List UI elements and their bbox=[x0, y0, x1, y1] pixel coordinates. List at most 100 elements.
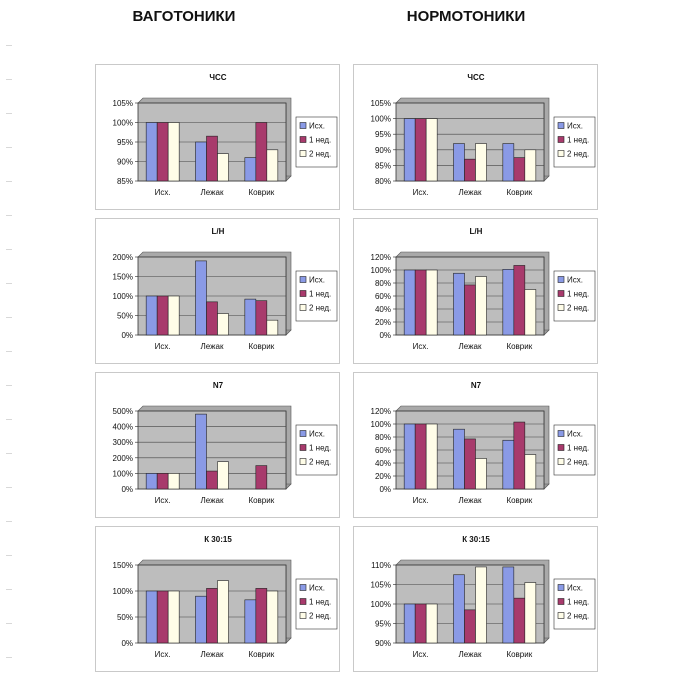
bar bbox=[266, 149, 279, 182]
legend-label: 2 нед. bbox=[309, 612, 331, 621]
legend-label: 2 нед. bbox=[567, 150, 589, 159]
x-tick-label: Коврик bbox=[506, 342, 532, 351]
chart-panel-norm-hr: ЧСС 80% 85% 90% 95% 100% 105% Исх. Лежак Коврик Ис… bbox=[353, 64, 598, 210]
bar bbox=[167, 590, 180, 644]
legend-swatch bbox=[299, 430, 307, 437]
x-tick-label: Коврик bbox=[248, 496, 274, 505]
bar bbox=[475, 458, 487, 490]
y-tick-label: 80% bbox=[375, 279, 391, 288]
bar bbox=[244, 298, 257, 336]
legend-label: Исх. bbox=[567, 122, 583, 131]
y-tick-label: 90% bbox=[375, 639, 391, 648]
y-tick-label: 105% bbox=[113, 99, 133, 108]
legend-label: 1 нед. bbox=[567, 598, 589, 607]
legend-label: 2 нед. bbox=[567, 458, 589, 467]
bar bbox=[524, 454, 537, 490]
bar bbox=[167, 295, 180, 336]
bar bbox=[206, 301, 218, 336]
legend-swatch bbox=[557, 458, 565, 465]
y-tick-label: 100% bbox=[113, 587, 133, 596]
chart-norm-n7: N7 0% 20% 40% 60% 80% 100% 120% Исх. Лежак Коврик И… bbox=[371, 381, 596, 505]
chart-panel-vag-hr: ЧСС 85% 90% 95% 100% 105% Исх. Лежак Коврик Исх. 1… bbox=[95, 64, 340, 210]
bar bbox=[156, 473, 169, 490]
y-tick-label: 300% bbox=[113, 438, 133, 447]
legend-label: 2 нед. bbox=[309, 304, 331, 313]
legend-label: 1 нед. bbox=[309, 136, 331, 145]
x-tick-label: Лежак bbox=[201, 188, 224, 197]
bar bbox=[425, 269, 438, 336]
y-tick-label: 0% bbox=[121, 639, 133, 648]
legend-swatch bbox=[557, 304, 565, 311]
margin-tick bbox=[6, 623, 12, 624]
header-normotonics: НОРМОТОНИКИ bbox=[406, 8, 526, 25]
chart-title: К 30:15 bbox=[204, 535, 232, 544]
x-tick-label: Лежак bbox=[201, 496, 224, 505]
legend-swatch bbox=[557, 612, 565, 619]
bar bbox=[206, 135, 218, 182]
legend-label: 1 нед. bbox=[309, 290, 331, 299]
margin-tick bbox=[6, 317, 12, 318]
y-tick-label: 100% bbox=[113, 292, 133, 301]
margin-tick bbox=[6, 589, 12, 590]
bar bbox=[453, 272, 465, 336]
x-tick-label: Исх. bbox=[413, 342, 429, 351]
x-tick-label: Лежак bbox=[201, 650, 224, 659]
x-tick-label: Исх. bbox=[155, 188, 171, 197]
bar bbox=[513, 597, 526, 644]
y-tick-label: 40% bbox=[375, 305, 391, 314]
x-tick-label: Коврик bbox=[248, 650, 274, 659]
bar bbox=[464, 609, 476, 644]
chart-title: ЧСС bbox=[209, 73, 226, 82]
bar bbox=[145, 590, 158, 644]
bar bbox=[475, 276, 487, 336]
y-tick-label: 0% bbox=[121, 485, 133, 494]
y-tick-label: 100% bbox=[371, 266, 391, 275]
legend-label: Исх. bbox=[309, 276, 325, 285]
margin-tick bbox=[6, 79, 12, 80]
bar bbox=[195, 413, 207, 490]
bar bbox=[403, 118, 416, 182]
x-tick-label: Коврик bbox=[506, 188, 532, 197]
y-tick-label: 100% bbox=[113, 469, 133, 478]
x-tick-label: Коврик bbox=[248, 342, 274, 351]
bar bbox=[414, 423, 427, 490]
bar bbox=[255, 588, 268, 644]
y-tick-label: 95% bbox=[117, 138, 133, 147]
y-tick-label: 20% bbox=[375, 318, 391, 327]
chart-title: К 30:15 bbox=[462, 535, 490, 544]
margin-tick bbox=[6, 453, 12, 454]
bar bbox=[524, 289, 537, 336]
legend-swatch bbox=[299, 458, 307, 465]
bar bbox=[217, 580, 229, 644]
legend-label: 1 нед. bbox=[567, 136, 589, 145]
legend-swatch bbox=[299, 150, 307, 157]
bar bbox=[513, 265, 526, 336]
bar bbox=[156, 122, 169, 182]
margin-tick bbox=[6, 385, 12, 386]
x-tick-label: Коврик bbox=[506, 496, 532, 505]
y-tick-label: 60% bbox=[375, 446, 391, 455]
bar bbox=[475, 143, 487, 182]
chart-title: L/H bbox=[470, 227, 483, 236]
y-tick-label: 500% bbox=[113, 407, 133, 416]
bar bbox=[156, 295, 169, 336]
x-tick-label: Лежак bbox=[459, 650, 482, 659]
legend-label: 1 нед. bbox=[309, 444, 331, 453]
bar bbox=[266, 319, 279, 336]
chart-vag-k3015: К 30:15 0% 50% 100% 150% Исх. Лежак Коврик Исх. 1… bbox=[113, 535, 338, 659]
x-tick-label: Коврик bbox=[248, 188, 274, 197]
bar bbox=[403, 423, 416, 490]
bar bbox=[206, 588, 218, 644]
legend-label: 2 нед. bbox=[567, 612, 589, 621]
legend-label: Исх. bbox=[567, 430, 583, 439]
y-tick-label: 40% bbox=[375, 459, 391, 468]
legend-swatch bbox=[557, 430, 565, 437]
chart-panel-norm-k3015: К 30:15 90% 95% 100% 105% 110% Исх. Лежак Коврик… bbox=[353, 526, 598, 672]
bar bbox=[145, 122, 158, 182]
y-tick-label: 150% bbox=[113, 273, 133, 282]
margin-tick bbox=[6, 283, 12, 284]
bar bbox=[464, 438, 476, 490]
bar bbox=[206, 470, 218, 490]
margin-tick bbox=[6, 181, 12, 182]
bar bbox=[524, 149, 537, 182]
